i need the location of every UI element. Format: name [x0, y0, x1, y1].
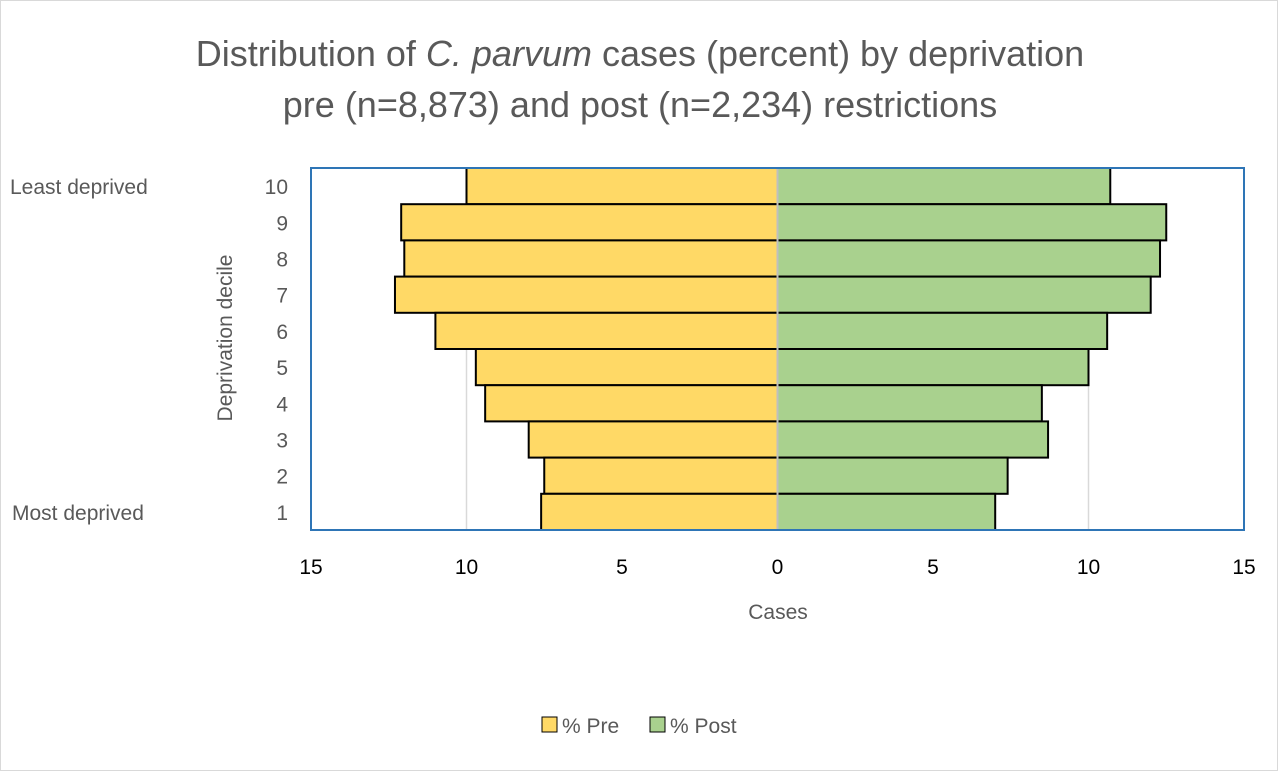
bar-pre-decile-9 — [400, 203, 779, 242]
bar-post-decile-10 — [776, 167, 1112, 206]
x-tick-label-0: 15 — [299, 556, 322, 579]
y-tick-label-6: 6 — [276, 321, 288, 344]
bar-pre-decile-2 — [543, 456, 779, 495]
x-axis-title: Cases — [748, 601, 808, 624]
bar-post-decile-7 — [776, 275, 1152, 314]
chart-title-italic: C. parvum — [426, 33, 592, 74]
bar-post-decile-9 — [776, 203, 1168, 242]
y-tick-label-1: 1 — [276, 502, 288, 525]
x-tick-label-4: 5 — [927, 556, 939, 579]
bar-post-decile-6 — [776, 311, 1109, 350]
plot-area-border — [310, 167, 1245, 531]
bar-post-decile-5 — [776, 348, 1090, 387]
x-axis-tick-labels: 15 10 5 0 5 10 15 — [299, 556, 1255, 579]
legend-label-post: % Post — [670, 715, 737, 738]
y-tick-label-10: 10 — [265, 176, 288, 199]
bar-post-decile-4 — [776, 384, 1043, 423]
legend-swatch-pre — [541, 716, 558, 733]
chart-title-line-2: pre (n=8,873) and post (n=2,234) restric… — [283, 84, 997, 125]
y-tick-label-7: 7 — [276, 285, 288, 308]
bar-pre-decile-4 — [484, 384, 779, 423]
x-tick-label-1: 10 — [455, 556, 478, 579]
bar-pre-decile-6 — [434, 311, 779, 350]
y-axis-tick-labels: 10 9 8 7 6 5 4 3 2 1 — [265, 176, 289, 525]
x-tick-label-6: 15 — [1232, 556, 1255, 579]
bar-pre-decile-5 — [474, 348, 779, 387]
y-tick-label-5: 5 — [276, 357, 288, 380]
bar-post-decile-2 — [776, 456, 1009, 495]
bar-post-decile-8 — [776, 239, 1162, 278]
y-axis-title: Deprivation decile — [214, 255, 237, 422]
bar-pre-decile-8 — [403, 239, 779, 278]
y-tick-label-2: 2 — [276, 466, 288, 489]
y-annotation-least-deprived: Least deprived — [10, 176, 148, 199]
bar-pre-decile-7 — [393, 275, 779, 314]
bar-pre-decile-1 — [540, 492, 779, 531]
x-tick-label-5: 10 — [1077, 556, 1100, 579]
legend-label-pre: % Pre — [562, 715, 619, 738]
legend: % Pre % Post — [541, 715, 737, 738]
y-tick-label-3: 3 — [276, 430, 288, 453]
bar-post-decile-1 — [776, 492, 997, 531]
y-tick-label-9: 9 — [276, 212, 288, 235]
y-tick-label-8: 8 — [276, 249, 288, 272]
bars — [393, 167, 1168, 531]
x-tick-label-2: 5 — [616, 556, 628, 579]
bar-post-decile-3 — [776, 420, 1050, 459]
bar-pre-decile-3 — [527, 420, 779, 459]
y-annotation-most-deprived: Most deprived — [12, 502, 144, 525]
chart-title-part-1: Distribution of — [196, 33, 426, 74]
legend-swatch-post — [649, 716, 666, 733]
y-tick-label-4: 4 — [276, 393, 288, 416]
chart-title-line-1: Distribution of C. parvum cases (percent… — [196, 33, 1084, 74]
bar-pre-decile-10 — [465, 167, 779, 206]
chart-title-part-2: cases (percent) by deprivation — [592, 33, 1084, 74]
x-tick-label-3: 0 — [772, 556, 784, 579]
